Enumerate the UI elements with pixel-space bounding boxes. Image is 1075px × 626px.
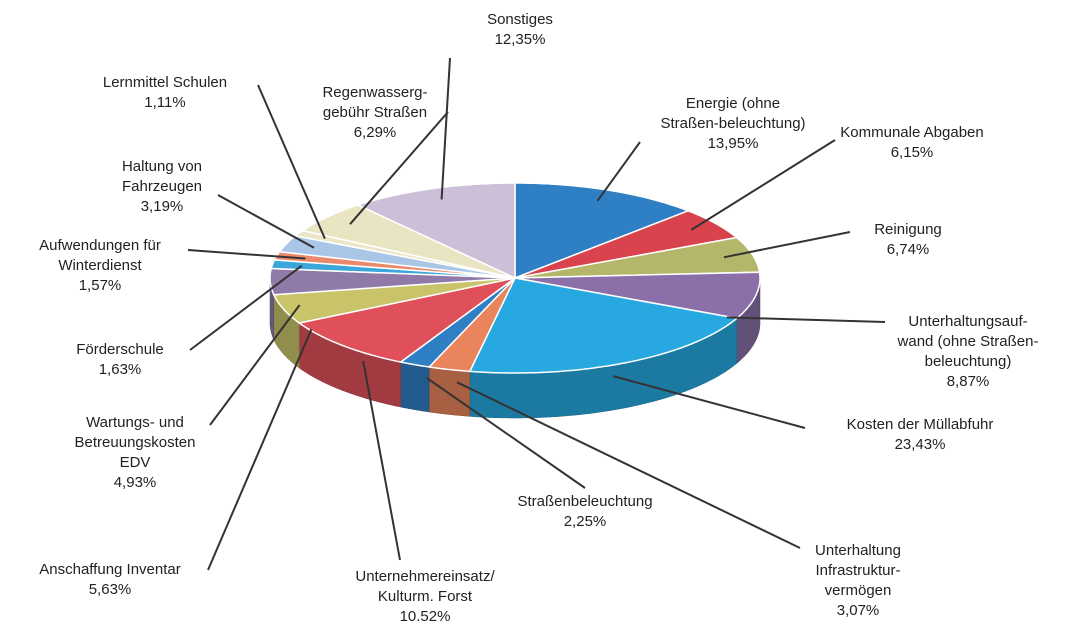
value-label: 23,43% xyxy=(895,436,946,453)
slice xyxy=(399,277,516,368)
leader-line xyxy=(690,139,836,231)
value-label: 1,11% xyxy=(144,94,185,111)
leader-line xyxy=(257,84,326,239)
value-label: 10.52% xyxy=(400,608,451,625)
leader-line xyxy=(726,316,886,323)
slice-label: Straßenbeleuchtung xyxy=(517,493,652,510)
slice-label: Unterhaltung xyxy=(815,542,901,559)
slice-label: wand (ohne Straßen- xyxy=(897,333,1039,350)
slice-label: EDV xyxy=(120,454,151,471)
value-label: 8,87% xyxy=(947,373,990,390)
slice-label: Kommunale Abgaben xyxy=(840,124,983,141)
slice xyxy=(468,277,739,374)
value-label: 1,63% xyxy=(99,361,142,378)
slice xyxy=(427,277,516,373)
slice-label: Förderschule xyxy=(76,341,164,358)
value-label: 13,95% xyxy=(708,135,759,152)
slice-label: beleuchtung) xyxy=(925,353,1012,370)
slice xyxy=(269,267,516,296)
slice-label: Unternehmereinsatz/ xyxy=(355,568,495,585)
leader-line xyxy=(189,265,303,351)
slice xyxy=(514,209,739,279)
slice-label: Anschaffung Inventar xyxy=(39,561,181,578)
slice-label: vermögen xyxy=(825,582,892,599)
slice-label: Winterdienst xyxy=(58,257,142,274)
leader-line xyxy=(207,328,313,571)
slice xyxy=(356,182,516,280)
value-label: 1,57% xyxy=(79,277,122,294)
slice-label: Regenwasserg- xyxy=(322,84,427,101)
slice-label: Kosten der Müllabfuhr xyxy=(847,416,994,433)
leader-line xyxy=(426,377,586,489)
value-label: 3,19% xyxy=(141,198,184,215)
slice-label: Haltung von xyxy=(122,158,202,175)
value-label: 5,63% xyxy=(89,581,132,598)
slice-label: Unterhaltungsauf- xyxy=(908,313,1027,330)
slice-side xyxy=(400,361,430,413)
leader-line xyxy=(209,304,301,426)
leader-line xyxy=(613,375,806,429)
slice-label: Aufwendungen für xyxy=(39,237,161,254)
slice xyxy=(272,277,516,324)
slice-label: Wartungs- und xyxy=(86,414,184,431)
value-label: 12,35% xyxy=(495,31,546,48)
value-label: 2,25% xyxy=(564,513,607,530)
slice-label: gebühr Straßen xyxy=(323,104,427,121)
value-label: 6,29% xyxy=(354,124,397,141)
leader-line xyxy=(217,194,315,249)
slice xyxy=(514,182,691,280)
slice xyxy=(514,236,761,279)
slice-label: Reinigung xyxy=(874,221,942,238)
leader-line xyxy=(723,231,851,259)
slice-label: Energie (ohne xyxy=(686,95,780,112)
value-label: 6,15% xyxy=(891,144,934,161)
slice-label: Fahrzeugen xyxy=(122,178,202,195)
slice-label: Straßen-beleuchtung) xyxy=(660,115,805,132)
leader-line xyxy=(596,141,641,202)
leader-line xyxy=(440,57,451,200)
slice-side xyxy=(428,366,471,417)
slice xyxy=(300,204,516,279)
slice-label: Sonstiges xyxy=(487,11,553,28)
value-label: 6,74% xyxy=(887,241,930,258)
slice-label: Kulturm. Forst xyxy=(378,588,473,605)
slice xyxy=(514,271,761,320)
slice-label: Betreuungskosten xyxy=(75,434,196,451)
value-label: 3,07% xyxy=(837,602,880,619)
slice-label: Lernmittel Schulen xyxy=(103,74,227,91)
value-label: 4,93% xyxy=(114,474,157,491)
leader-line xyxy=(349,111,449,225)
leader-line xyxy=(456,381,801,549)
slice-label: Infrastruktur- xyxy=(815,562,900,579)
leader-line xyxy=(362,360,401,561)
leader-line xyxy=(187,249,306,260)
